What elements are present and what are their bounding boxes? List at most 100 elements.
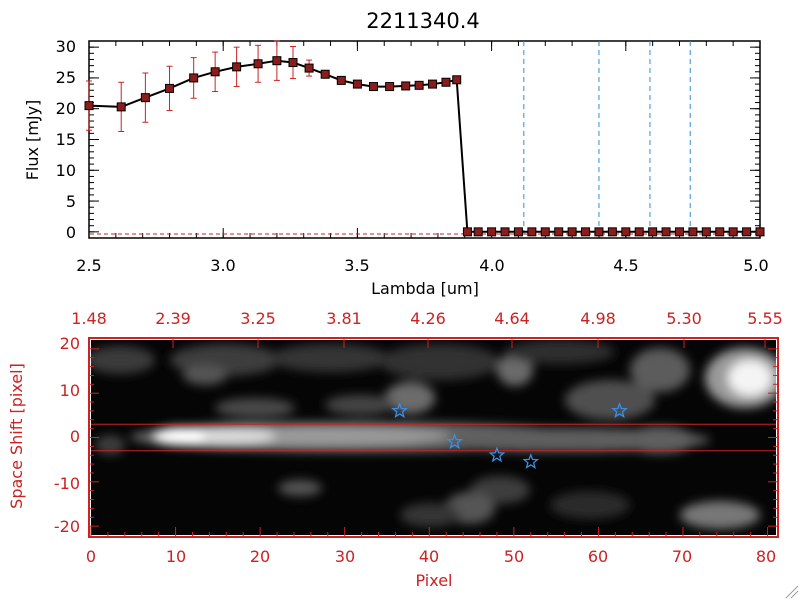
x-tick-label: 5.0 <box>743 256 768 275</box>
top-tick-label: 1.48 <box>71 309 107 328</box>
x-tick-label: 0 <box>86 547 96 566</box>
top-tick-label: 5.30 <box>666 309 702 328</box>
trace-core <box>155 427 205 445</box>
data-point <box>253 59 263 69</box>
emission-blob <box>565 380 655 420</box>
spectrum-axis-ticks <box>88 41 761 238</box>
y-tick-label: 20 <box>56 99 76 118</box>
data-point <box>594 227 604 237</box>
data-point <box>116 102 126 112</box>
data-point <box>554 227 564 237</box>
resize-grip-icon[interactable] <box>785 585 799 599</box>
emission-blob <box>680 501 760 529</box>
x-axis-label: Lambda [um] <box>371 279 479 298</box>
x-axis-label: Pixel <box>415 571 452 590</box>
data-point <box>232 62 242 72</box>
data-point <box>452 75 462 85</box>
image-emission <box>91 340 776 529</box>
data-point <box>715 227 725 237</box>
x-tick-label: 3.5 <box>344 256 369 275</box>
data-point <box>487 227 497 237</box>
y-tick-label: 30 <box>56 37 76 56</box>
data-point <box>661 227 671 237</box>
x-tick-label: 4.5 <box>613 256 638 275</box>
top-tick-label: 4.26 <box>410 309 446 328</box>
data-point <box>336 75 346 85</box>
data-point <box>140 93 150 103</box>
emission-blob <box>385 382 435 414</box>
data-point <box>473 227 483 237</box>
y-tick-labels: 0 5 10 15 20 25 30 <box>56 37 76 242</box>
grip-line <box>790 590 799 599</box>
data-point <box>320 69 330 79</box>
x-tick-labels: 2.5 3.0 3.5 4.0 4.5 5.0 <box>76 256 768 275</box>
data-point <box>288 58 298 68</box>
data-point <box>165 83 175 93</box>
star-marker <box>446 433 463 450</box>
bottom-y-tick-labels: 20 10 0 -10 -20 <box>54 334 80 536</box>
data-point <box>567 227 577 237</box>
data-point <box>513 227 523 237</box>
y-tick-label: -20 <box>54 517 80 536</box>
data-point <box>688 227 698 237</box>
top-tick-label: 5.55 <box>747 309 783 328</box>
spectral-line-markers <box>523 41 691 238</box>
emission-blob <box>183 365 227 385</box>
data-point <box>428 79 438 89</box>
data-point <box>728 227 738 237</box>
data-point <box>742 227 752 237</box>
emission-blob <box>728 360 772 396</box>
data-point <box>648 227 658 237</box>
data-point <box>272 56 282 66</box>
y-tick-label: 20 <box>60 334 80 353</box>
data-point <box>500 227 510 237</box>
star-marker <box>522 453 540 469</box>
x-tick-label: 4.0 <box>479 256 504 275</box>
image-axis-ticks <box>88 338 778 537</box>
y-axis-label: Flux [mJy] <box>23 100 42 181</box>
data-point <box>189 73 199 83</box>
emission-blob <box>95 435 125 455</box>
flux-markers <box>84 56 765 237</box>
emission-blob <box>630 348 690 392</box>
top-tick-label: 4.98 <box>580 309 616 328</box>
emission-blob <box>91 346 155 374</box>
y-tick-label: 0 <box>66 223 76 242</box>
y-tick-label: 10 <box>60 381 80 400</box>
data-point <box>462 227 472 237</box>
y-tick-label: 5 <box>66 192 76 211</box>
y-tick-label: 0 <box>70 427 80 446</box>
emission-blob <box>215 398 295 418</box>
x-tick-label: 70 <box>672 547 692 566</box>
emission-blob <box>278 480 322 496</box>
x-tick-label: 60 <box>588 547 608 566</box>
spectral-image <box>91 340 776 535</box>
flux-series-line <box>88 59 760 233</box>
data-point <box>84 101 94 111</box>
x-tick-label: 20 <box>250 547 270 566</box>
grip-line <box>785 585 799 599</box>
x-tick-label: 80 <box>756 547 776 566</box>
star-marker <box>488 446 506 463</box>
line-position-stars <box>391 402 628 469</box>
star-marker <box>611 402 628 419</box>
emission-blob <box>380 344 500 380</box>
emission-blob <box>550 491 630 519</box>
spectrum-plot-frame <box>88 40 761 239</box>
data-point <box>674 227 684 237</box>
data-point <box>527 227 537 237</box>
emission-blob <box>400 503 460 527</box>
top-tick-labels: 1.48 2.39 3.25 3.81 4.26 4.64 4.98 5.30 … <box>71 309 783 328</box>
data-point <box>385 82 395 92</box>
data-point <box>441 77 451 87</box>
extraction-aperture-lines <box>91 423 776 452</box>
spectrum-panel: 2211340.4 0 5 10 15 20 25 30 2.5 3.0 3.5… <box>23 9 769 298</box>
emission-blob <box>270 344 390 372</box>
x-tick-label: 2.5 <box>76 256 101 275</box>
data-point <box>369 82 379 92</box>
x-tick-label: 3.0 <box>210 256 235 275</box>
y-tick-label: -10 <box>54 474 80 493</box>
x-tick-label: 40 <box>419 547 439 566</box>
data-point <box>401 81 411 91</box>
